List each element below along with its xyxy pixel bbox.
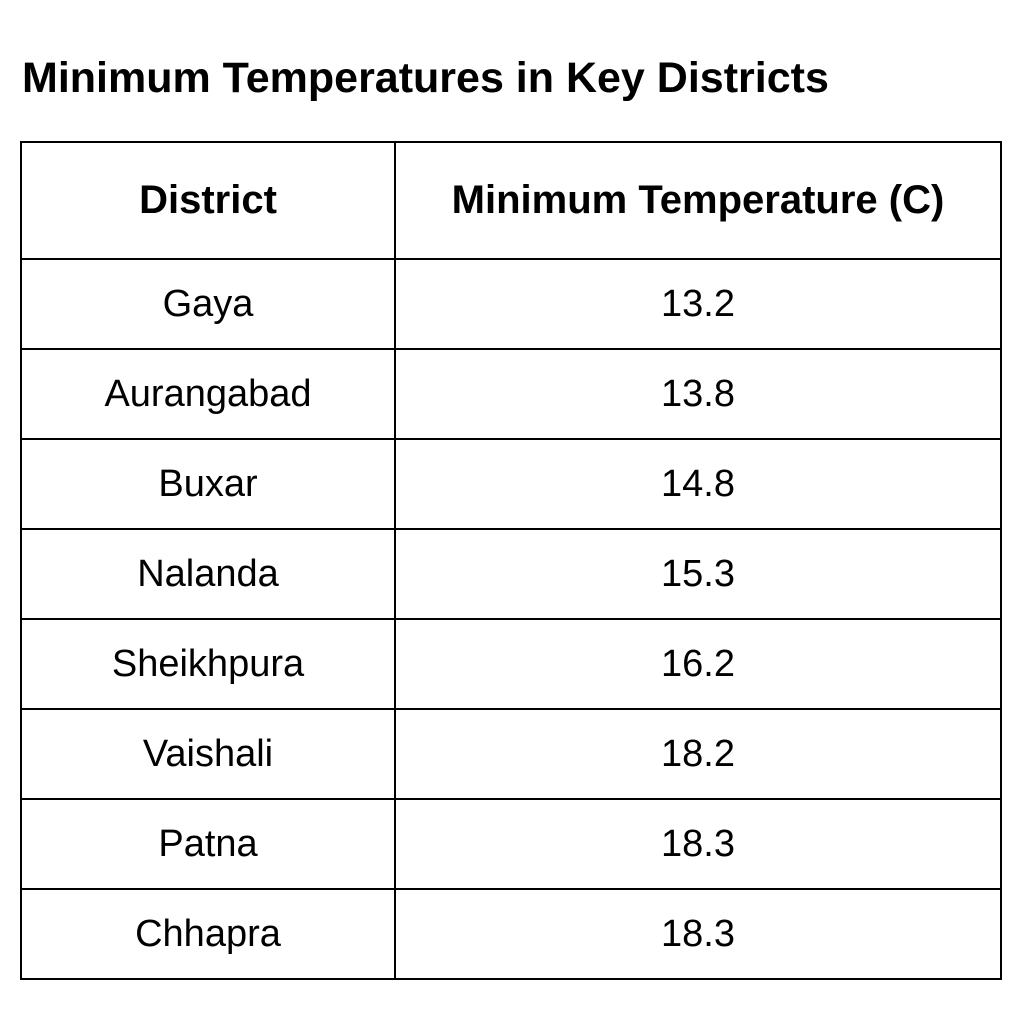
temperature-cell: 15.3 — [394, 528, 1002, 620]
district-cell: Vaishali — [20, 708, 396, 800]
temperature-cell: 13.8 — [394, 348, 1002, 440]
temperature-cell: 18.3 — [394, 888, 1002, 980]
district-cell: Chhapra — [20, 888, 396, 980]
district-cell: Aurangabad — [20, 348, 396, 440]
header-row: District Minimum Temperature (C) — [20, 141, 1002, 260]
temperature-cell: 16.2 — [394, 618, 1002, 710]
temperature-cell: 18.2 — [394, 708, 1002, 800]
table-row: Gaya 13.2 — [20, 258, 1002, 350]
temperature-cell: 13.2 — [394, 258, 1002, 350]
column-header: Minimum Temperature (C) — [394, 141, 1002, 260]
table-body: Gaya 13.2 Aurangabad 13.8 Buxar 14.8 Nalanda 15… — [20, 258, 1002, 980]
table-row: Sheikhpura 16.2 — [20, 618, 1002, 710]
title: Minimum Temperatures in Key Districts — [22, 54, 829, 102]
district-cell: Buxar — [20, 438, 396, 530]
district-cell: Gaya — [20, 258, 396, 350]
table: District Minimum Temperature (C) Gaya 13.2… — [20, 141, 1002, 980]
table-row: Vaishali 18.2 — [20, 708, 1002, 800]
temperature-cell: 14.8 — [394, 438, 1002, 530]
table-row: Patna 18.3 — [20, 798, 1002, 890]
table-row: Aurangabad 13.8 — [20, 348, 1002, 440]
temperature-cell: 18.3 — [394, 798, 1002, 890]
district-cell: Patna — [20, 798, 396, 890]
table-row: Chhapra 18.3 — [20, 888, 1002, 980]
table-row: Buxar 14.8 — [20, 438, 1002, 530]
district-cell: Nalanda — [20, 528, 396, 620]
column-header: District — [20, 141, 396, 260]
district-cell: Sheikhpura — [20, 618, 396, 710]
table-row: Nalanda 15.3 — [20, 528, 1002, 620]
